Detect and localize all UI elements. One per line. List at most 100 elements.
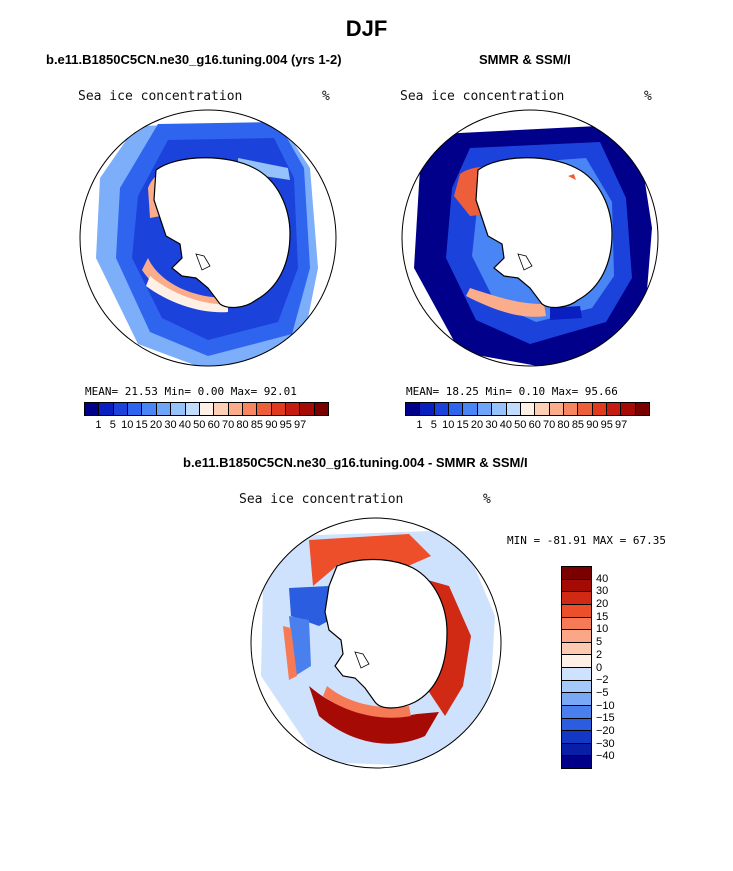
obs-colorbar-swatch — [549, 403, 564, 415]
model-colorbar-tick-label: 20 — [149, 419, 163, 431]
obs-colorbar-tick-label: 95 — [600, 419, 613, 431]
diff-colorbar-tick-label: −15 — [596, 712, 615, 725]
diff-colorbar-tick-label: 15 — [596, 610, 609, 623]
obs-colorbar-tick-label: 1 — [416, 419, 423, 431]
obs-panel-title: SMMR & SSM/I — [479, 52, 571, 67]
obs-colorbar-swatch — [563, 403, 579, 415]
model-colorbar-swatch — [300, 403, 315, 415]
obs-colorbar-swatch — [535, 403, 550, 415]
model-variable-label: Sea ice concentration — [78, 89, 243, 104]
obs-colorbar-tick-label: 40 — [499, 419, 512, 431]
model-colorbar-swatch — [85, 403, 100, 415]
obs-colorbar-swatch — [492, 403, 507, 415]
diff-colorbar-swatch — [562, 579, 591, 593]
diff-colorbar-swatch — [562, 642, 591, 656]
model-colorbar-tick-label: 5 — [109, 419, 116, 431]
obs-colorbar-tick-label: 60 — [528, 419, 541, 431]
model-colorbar-swatch — [257, 403, 272, 415]
diff-colorbar-tick-label: −40 — [596, 750, 615, 763]
model-colorbar-tick-label: 10 — [121, 419, 134, 431]
diff-colorbar-swatch — [562, 604, 591, 618]
diff-panel-title: b.e11.B1850C5CN.ne30_g16.tuning.004 - SM… — [183, 455, 528, 470]
diff-colorbar-tick-label: 10 — [596, 623, 609, 636]
diff-colorbar-swatch — [562, 617, 591, 631]
obs-colorbar-swatch — [607, 403, 622, 415]
obs-units-label: % — [644, 89, 652, 104]
model-colorbar-swatch — [286, 403, 301, 415]
diff-colorbar-swatch — [562, 668, 591, 681]
model-stats: MEAN= 21.53 Min= 0.00 Max= 92.01 — [85, 385, 297, 398]
obs-stats: MEAN= 18.25 Min= 0.10 Max= 95.66 — [406, 385, 618, 398]
obs-colorbar-tick-label: 80 — [557, 419, 570, 431]
diff-variable-label: Sea ice concentration — [239, 492, 404, 507]
obs-colorbar-swatch — [506, 403, 521, 415]
diff-colorbar-swatch — [562, 718, 591, 732]
obs-colorbar-swatch — [592, 403, 608, 415]
obs-colorbar-tick-label: 30 — [485, 419, 498, 431]
diff-colorbar-tick-label: −10 — [596, 699, 615, 712]
model-colorbar — [84, 402, 329, 416]
diff-colorbar-tick-label: 5 — [596, 636, 603, 649]
model-colorbar-swatch — [171, 403, 186, 415]
obs-colorbar-swatch — [434, 403, 450, 415]
diff-units-label: % — [483, 492, 491, 507]
obs-colorbar-tick-label: 50 — [514, 419, 527, 431]
model-colorbar-swatch — [199, 403, 215, 415]
diff-colorbar-swatch — [562, 743, 591, 757]
model-colorbar-tick-label: 15 — [135, 419, 148, 431]
diff-colorbar-tick-label: 2 — [596, 648, 603, 661]
obs-colorbar-tick-label: 70 — [542, 419, 556, 431]
model-colorbar-tick-label: 85 — [250, 419, 264, 431]
model-colorbar-ticks: 1 5 10 15 20 30 40 50 60 70 80 85 90 95 97 — [84, 419, 329, 433]
obs-colorbar-tick-label: 90 — [586, 419, 599, 431]
diff-colorbar-tick-label: −20 — [596, 724, 615, 737]
obs-colorbar-tick-label: 5 — [430, 419, 437, 431]
diff-colorbar-tick-label: −30 — [596, 737, 615, 750]
obs-colorbar-swatch — [520, 403, 536, 415]
diff-colorbar-tick-label: 40 — [596, 572, 609, 585]
model-colorbar-tick-label: 95 — [279, 419, 292, 431]
diff-colorbar-swatch — [562, 592, 591, 605]
obs-colorbar-tick-label: 20 — [470, 419, 484, 431]
obs-colorbar-swatch — [406, 403, 421, 415]
model-colorbar-tick-label: 97 — [294, 419, 307, 431]
model-colorbar-swatch — [228, 403, 243, 415]
obs-variable-label: Sea ice concentration — [400, 89, 565, 104]
diff-colorbar-tick-label: 20 — [596, 598, 609, 611]
model-colorbar-swatch — [128, 403, 143, 415]
diff-colorbar-swatch — [562, 567, 591, 580]
obs-colorbar-tick-label: 15 — [456, 419, 469, 431]
diff-colorbar-ticks: 40 30 20 15 10 5 2 0 −2 −5 −10 −15 −20 −30 −40 — [596, 566, 636, 769]
diff-colorbar-tick-label: −5 — [596, 686, 609, 699]
diff-colorbar-swatch — [562, 680, 591, 694]
model-colorbar-swatch — [185, 403, 200, 415]
obs-colorbar-swatch — [449, 403, 464, 415]
diff-stats: MIN = -81.91 MAX = 67.35 — [507, 534, 666, 547]
obs-colorbar-swatch — [578, 403, 593, 415]
diff-colorbar-swatch — [562, 655, 591, 668]
diff-colorbar-swatch — [562, 756, 591, 768]
model-colorbar-swatch — [242, 403, 258, 415]
obs-colorbar-swatch — [635, 403, 650, 415]
season-title: DJF — [345, 16, 388, 41]
obs-colorbar-tick-label: 10 — [442, 419, 455, 431]
model-colorbar-swatch — [142, 403, 157, 415]
obs-colorbar-tick-label: 97 — [615, 419, 628, 431]
diff-map — [250, 517, 502, 769]
model-colorbar-tick-label: 80 — [236, 419, 249, 431]
model-colorbar-swatch — [99, 403, 114, 415]
model-colorbar-tick-label: 1 — [95, 419, 102, 431]
diff-colorbar-tick-label: −2 — [596, 674, 609, 687]
obs-colorbar-swatch — [621, 403, 636, 415]
diff-colorbar-swatch — [562, 731, 591, 744]
model-colorbar-swatch — [271, 403, 287, 415]
obs-colorbar-ticks: 1 5 10 15 20 30 40 50 60 70 80 85 90 95 97 — [405, 419, 650, 433]
model-colorbar-swatch — [314, 403, 329, 415]
diff-colorbar-swatch — [562, 630, 591, 643]
diff-colorbar-swatch — [562, 693, 591, 706]
model-panel-title: b.e11.B1850C5CN.ne30_g16.tuning.004 (yrs… — [46, 52, 342, 67]
model-colorbar-swatch — [113, 403, 129, 415]
model-colorbar-tick-label: 60 — [207, 419, 220, 431]
obs-colorbar-swatch — [420, 403, 435, 415]
obs-colorbar-swatch — [477, 403, 493, 415]
